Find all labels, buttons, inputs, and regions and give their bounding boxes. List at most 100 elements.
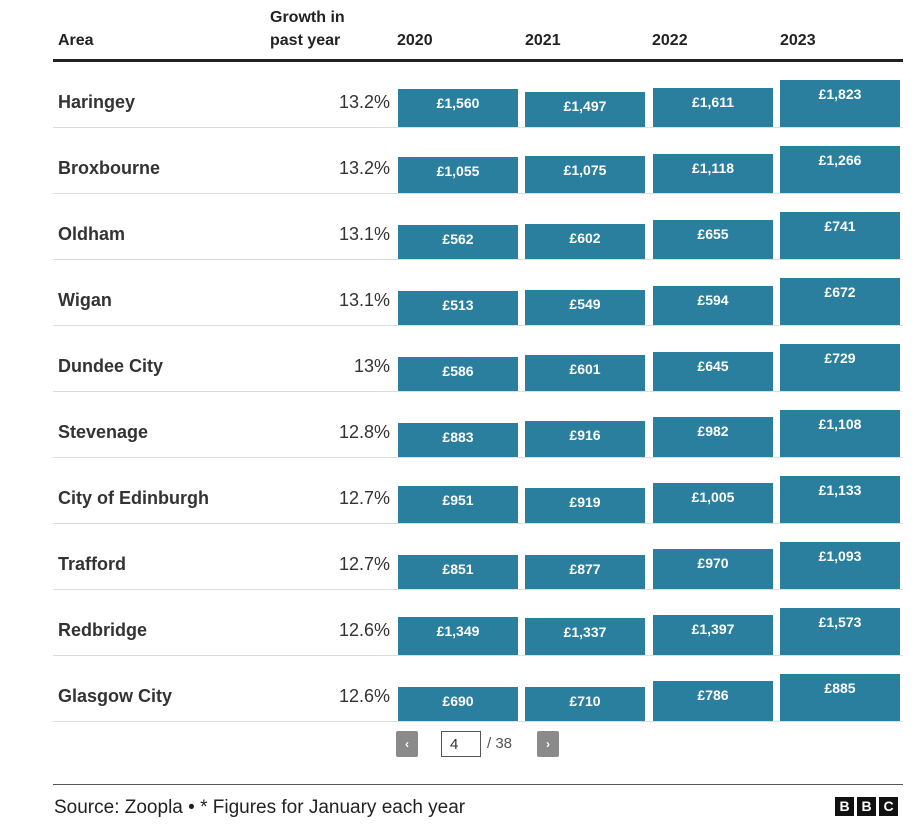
row-divider [53, 325, 903, 326]
row-divider [53, 655, 903, 656]
growth-value: 12.7% [338, 554, 390, 574]
rent-bar: £1,337 [525, 617, 645, 655]
row-divider [53, 523, 903, 524]
area-name: Stevenage [58, 422, 149, 442]
growth-value: 13.2% [338, 158, 390, 178]
table-row: Dundee City 13% £586 £601 £645 £729 [0, 326, 918, 392]
column-header-growth-line2: past year [270, 32, 341, 49]
rent-bar: £1,497 [525, 91, 645, 127]
rent-bar: £562 [398, 225, 518, 259]
growth-value: 13.2% [338, 92, 390, 112]
rent-bar: £1,005 [653, 483, 773, 523]
area-name: Trafford [58, 554, 127, 574]
column-header-area: Area [58, 32, 94, 49]
table-row: Redbridge 12.6% £1,349 £1,337 £1,397 £1,573 [0, 590, 918, 656]
header-divider [53, 59, 903, 62]
rent-bar: £690 [398, 687, 518, 721]
rent-bar: £1,349 [398, 617, 518, 655]
growth-value: 13.1% [338, 290, 390, 310]
column-header-year: 2022 [652, 32, 688, 49]
growth-value: 13% [353, 356, 390, 376]
growth-value: 12.7% [338, 488, 390, 508]
source-note: Source: Zoopla • * Figures for January e… [54, 797, 466, 818]
table-row: Stevenage 12.8% £883 £916 £982 £1,108 [0, 392, 918, 458]
area-name: Redbridge [58, 620, 148, 640]
column-header-growth-line1: Growth in [270, 9, 345, 26]
rent-bar: £1,075 [525, 155, 645, 193]
area-name: Dundee City [58, 356, 164, 376]
column-header-year: 2023 [780, 32, 816, 49]
table-row: Broxbourne 13.2% £1,055 £1,075 £1,118 £1,266 [0, 128, 918, 194]
rent-bar: £1,133 [780, 476, 900, 523]
growth-value: 12.6% [338, 620, 390, 640]
rent-bar: £710 [525, 686, 645, 721]
footer-divider [53, 784, 903, 785]
rent-bar: £951 [398, 486, 518, 523]
rent-bar: £645 [653, 351, 773, 391]
previous-page-button[interactable]: ‹ [396, 731, 418, 757]
rent-bar: £970 [653, 549, 773, 589]
rent-bar: £1,055 [398, 156, 518, 193]
table-row: Wigan 13.1% £513 £549 £594 £672 [0, 260, 918, 326]
rent-bar: £919 [525, 488, 645, 523]
growth-value: 13.1% [338, 224, 390, 244]
rent-bar: £1,093 [780, 542, 900, 589]
row-divider [53, 589, 903, 590]
logo-letter: B [857, 797, 876, 816]
rent-bar: £594 [653, 285, 773, 325]
rent-bar: £1,823 [780, 80, 900, 127]
rent-bar: £1,266 [780, 146, 900, 193]
rent-bar: £672 [780, 278, 900, 325]
logo-letter: C [879, 797, 898, 816]
rent-bar: £916 [525, 421, 645, 457]
page-number-input[interactable] [441, 731, 481, 757]
rent-bar: £741 [780, 212, 900, 259]
row-divider [53, 127, 903, 128]
rent-bar: £601 [525, 355, 645, 391]
table-row: Glasgow City 12.6% £690 £710 £786 £885 [0, 656, 918, 722]
rent-bar: £655 [653, 219, 773, 259]
table-row: Trafford 12.7% £851 £877 £970 £1,093 [0, 524, 918, 590]
rent-bar: £602 [525, 224, 645, 259]
rent-bar: £513 [398, 291, 518, 325]
row-divider [53, 259, 903, 260]
rent-bar: £586 [398, 356, 518, 391]
logo-letter: B [835, 797, 854, 816]
rent-bar: £982 [653, 417, 773, 457]
growth-value: 12.8% [338, 422, 390, 442]
rent-bar: £1,397 [653, 615, 773, 655]
rent-bar: £786 [653, 681, 773, 721]
area-name: Broxbourne [58, 158, 161, 178]
rent-bar: £549 [525, 289, 645, 325]
rent-bar: £1,611 [653, 87, 773, 127]
row-divider [53, 721, 903, 722]
rent-bar: £851 [398, 555, 518, 589]
rent-bar: £1,118 [653, 153, 773, 193]
rent-bar: £877 [525, 554, 645, 589]
rent-bar: £1,573 [780, 608, 900, 655]
growth-value: 12.6% [338, 686, 390, 706]
rent-bar: £1,560 [398, 89, 518, 127]
page-total: / 38 [487, 735, 513, 752]
table-header: Area Growth in past year 2020 2021 2022 … [0, 0, 918, 62]
column-header-growth: Growth in past year [270, 6, 390, 52]
row-divider [53, 391, 903, 392]
area-name: Glasgow City [58, 686, 173, 706]
table-row: Oldham 13.1% £562 £602 £655 £741 [0, 194, 918, 260]
rent-bar: £1,108 [780, 410, 900, 457]
rent-bar: £883 [398, 423, 518, 457]
area-name: Haringey [58, 92, 136, 112]
column-header-year: 2020 [397, 32, 433, 49]
column-header-year: 2021 [525, 32, 561, 49]
area-name: City of Edinburgh [58, 488, 209, 508]
table-row: Haringey 13.2% £1,560 £1,497 £1,611 £1,823 [0, 62, 918, 128]
area-name: Oldham [58, 224, 126, 244]
rent-bar: £885 [780, 674, 900, 721]
area-name: Wigan [58, 290, 112, 310]
table-row: City of Edinburgh 12.7% £951 £919 £1,005 £1,1… [0, 458, 918, 524]
row-divider [53, 193, 903, 194]
rent-bar: £729 [780, 344, 900, 391]
next-page-button[interactable]: › [537, 731, 559, 757]
pagination: ‹ / 38 › [0, 730, 918, 760]
